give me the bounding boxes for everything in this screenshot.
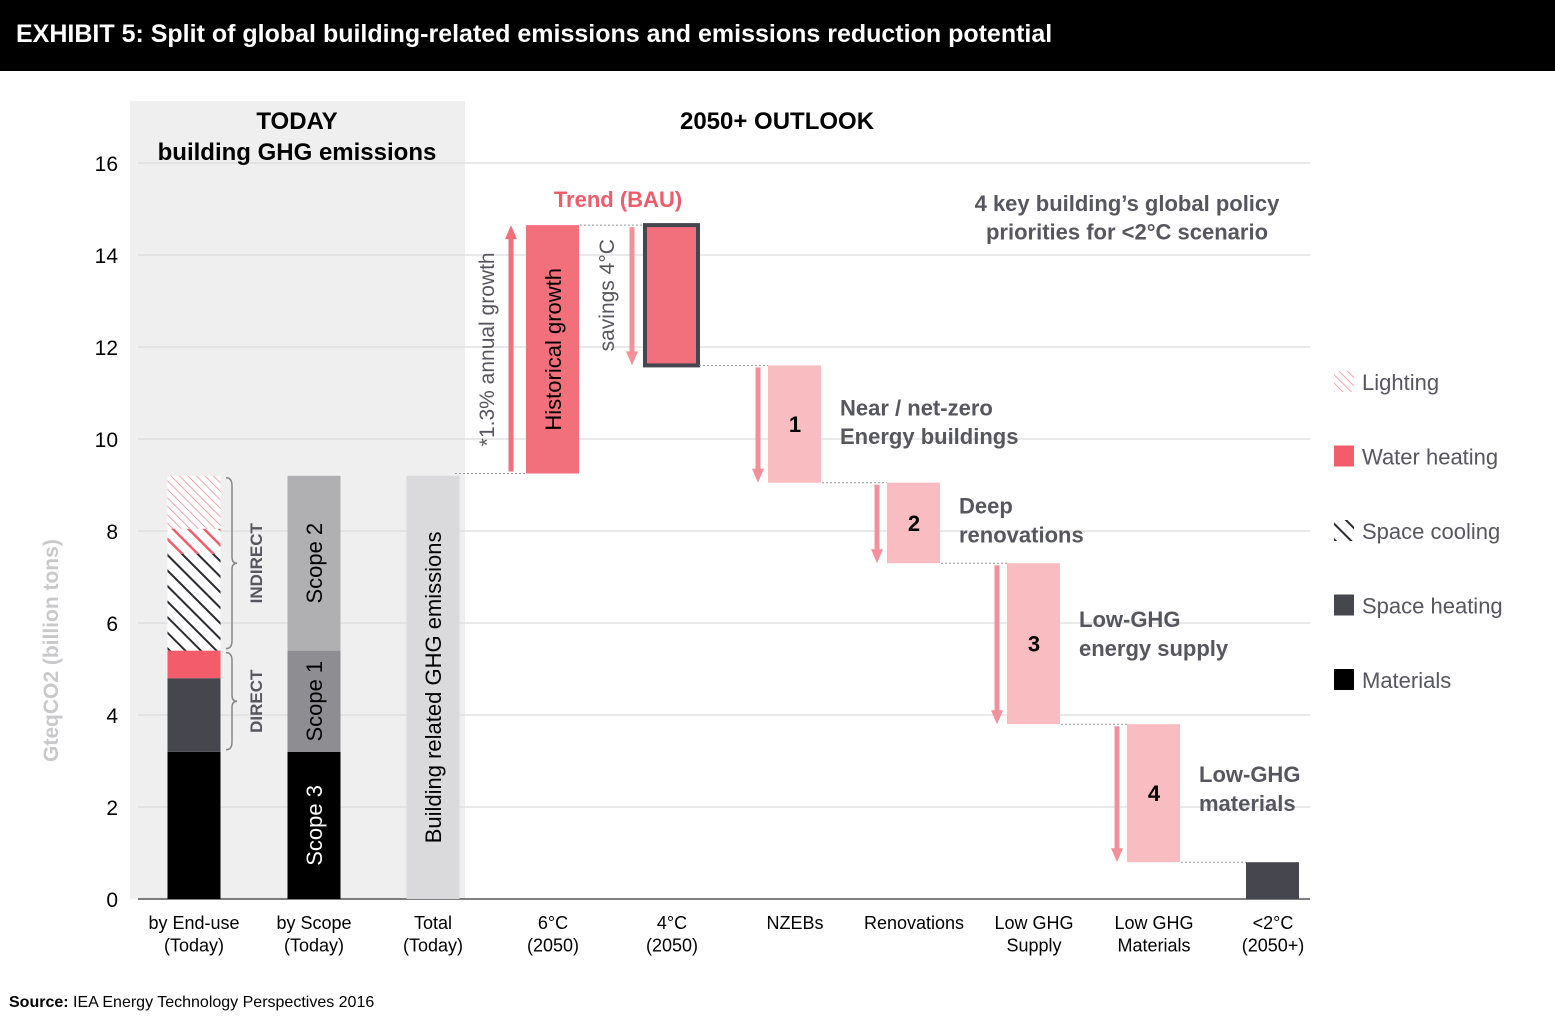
scope-label: Scope 1 (302, 661, 327, 742)
x-tick-label: 6°C (2050) (527, 913, 579, 956)
priority-number: 1 (789, 412, 801, 437)
end-use-segment (167, 650, 221, 679)
reduction-arrow-head (1111, 848, 1123, 863)
x-tick-label: Low GHG Materials (1114, 913, 1193, 956)
x-tick-label: Renovations (864, 913, 964, 933)
end-use-segment (167, 751, 221, 899)
historical-growth-label: Historical growth (541, 268, 566, 431)
reduction-bar (1127, 724, 1180, 863)
bar-6c (526, 225, 579, 474)
legend-label: Water heating (1362, 445, 1498, 470)
priority-label: Low-GHG materials (1199, 762, 1300, 816)
y-axis-label: GteqCO2 (billion tons) (40, 539, 63, 762)
legend-swatch (1334, 445, 1354, 467)
x-tick-label: by Scope (Today) (276, 913, 351, 956)
savings-arrow-head (626, 351, 638, 366)
scope-segment (287, 751, 341, 899)
scope-label: Scope 2 (302, 523, 327, 604)
scope-segment (287, 650, 341, 752)
x-tick-label: 4°C (2050) (646, 913, 698, 956)
y-tick-label: 4 (106, 705, 118, 728)
x-tick-label: by End-use (Today) (148, 913, 239, 956)
y-tick-label: 14 (95, 245, 119, 268)
reduction-bar (1007, 563, 1060, 725)
end-use-segment (167, 475, 221, 529)
source-label: Source: (9, 994, 69, 1011)
grouping-brace (225, 651, 238, 751)
growth-arrow-label: *1.3% annual growth (476, 252, 499, 446)
y-tick-label: 2 (106, 797, 118, 820)
y-tick-label: 0 (106, 889, 118, 912)
section-today-heading: TODAY building GHG emissions (158, 108, 437, 166)
reduction-arrow-head (991, 710, 1003, 725)
priority-number: 3 (1028, 632, 1040, 657)
bar-2c (1246, 862, 1299, 899)
legend-swatch (1334, 594, 1354, 616)
growth-arrow-head (505, 225, 517, 240)
y-tick-label: 16 (95, 153, 118, 176)
reduction-bar (768, 365, 821, 483)
legend-label: Space cooling (1362, 519, 1500, 544)
section-outlook-heading: 2050+ OUTLOOK (680, 108, 875, 135)
x-tick-label: NZEBs (766, 913, 823, 933)
priority-number: 2 (908, 511, 920, 536)
total-bar (406, 475, 460, 899)
priority-label: Deep renovations (959, 494, 1084, 548)
x-tick-label: <2°C (2050+) (1242, 913, 1305, 956)
y-tick-label: 10 (95, 429, 118, 452)
source-text: IEA Energy Technology Perspectives 2016 (68, 994, 375, 1011)
x-tick-label: Low GHG Supply (994, 913, 1073, 956)
savings-arrow-label: savings 4°C (596, 239, 619, 351)
source-note: Source: IEA Energy Technology Perspectiv… (9, 994, 374, 1012)
grouping-label: INDIRECT (247, 522, 266, 603)
policy-annotation: 4 key building’s global policy priorities… (975, 191, 1281, 245)
priority-label: Near / net-zero Energy buildings (840, 395, 1018, 449)
grouping-label: DIRECT (247, 669, 266, 733)
y-tick-label: 8 (106, 521, 118, 544)
y-tick-label: 12 (95, 337, 118, 360)
priority-label: Low-GHG energy supply (1079, 607, 1229, 661)
end-use-segment (167, 678, 221, 752)
end-use-segment (167, 528, 221, 554)
end-use-segment (167, 595, 221, 651)
grouping-brace (225, 477, 238, 650)
scope-segment (287, 475, 341, 651)
reduction-bar (887, 482, 940, 564)
scope-label: Scope 3 (302, 785, 327, 866)
reduction-arrow-head (752, 468, 764, 483)
total-bar-label: Building related GHG emissions (421, 531, 446, 843)
end-use-segment (167, 554, 221, 596)
page-title: EXHIBIT 5: Split of global building-rela… (16, 20, 1053, 48)
legend-swatch (1334, 520, 1354, 541)
title-bar: EXHIBIT 5: Split of global building-rela… (0, 0, 1555, 71)
legend-swatch (1334, 669, 1354, 690)
x-tick-label: Total (Today) (403, 913, 463, 956)
y-tick-label: 6 (106, 613, 118, 636)
legend-label: Space heating (1362, 594, 1503, 619)
legend-label: Materials (1362, 668, 1451, 693)
legend-swatch (1334, 371, 1354, 392)
legend-label: Lighting (1362, 370, 1439, 395)
reduction-arrow-head (871, 549, 883, 564)
priority-number: 4 (1148, 781, 1161, 806)
bar-4c (643, 223, 700, 368)
trend-bau-label: Trend (BAU) (554, 187, 682, 212)
